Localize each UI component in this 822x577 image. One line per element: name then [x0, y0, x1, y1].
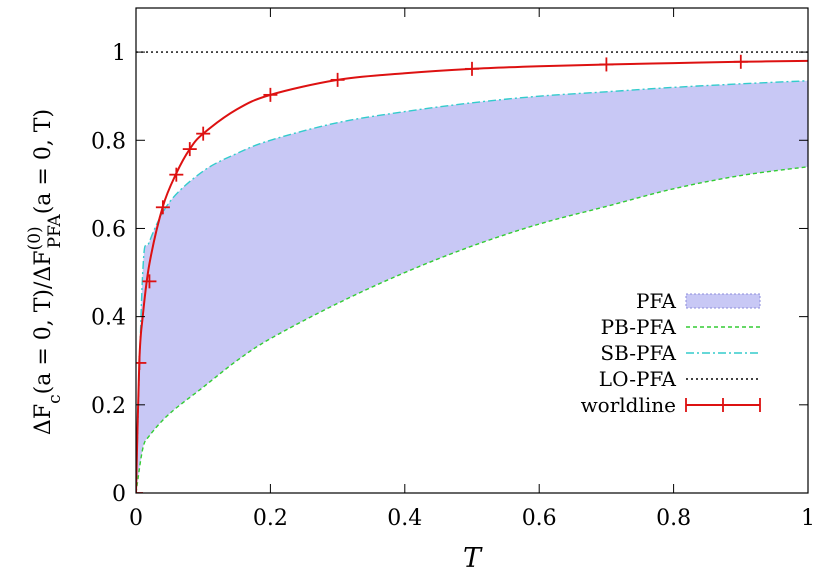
- series-worldline-point: [465, 61, 479, 76]
- y-tick-label: 0: [112, 482, 126, 507]
- y-tick-label: 0.8: [91, 129, 126, 154]
- legend-item-lo-pfa: LO-PFA: [599, 367, 760, 391]
- x-tick-label: 0.2: [253, 506, 288, 531]
- series-worldline-point: [733, 54, 748, 69]
- series-sb-pfa-line: [136, 80, 808, 493]
- y-axis-label: ΔFc(a = 0, T)/ΔF(0)PFA(a = 0, T): [25, 109, 65, 435]
- series-worldline-point: [263, 87, 278, 102]
- legend-item-lo-pfa-label: LO-PFA: [599, 367, 677, 391]
- series-worldline-point: [182, 142, 197, 157]
- legend-item-pfa-swatch: [685, 293, 761, 309]
- series-worldline-point: [142, 274, 157, 289]
- legend-item-pfa-label: PFA: [636, 289, 677, 313]
- plot-area: [136, 51, 808, 493]
- legend-item-worldline: worldline: [581, 393, 761, 417]
- y-tick-label: 0.6: [91, 217, 126, 242]
- legend-item-pb-pfa-label: PB-PFA: [601, 315, 677, 339]
- series-pb-pfa-line: [136, 166, 808, 493]
- x-tick-label: 0.4: [387, 506, 422, 531]
- series-worldline-point: [196, 126, 211, 141]
- legend-item-worldline-label: worldline: [581, 393, 676, 417]
- x-axis-label: T: [463, 543, 483, 574]
- series-worldline-point: [330, 72, 345, 87]
- y-tick-label: 0.2: [91, 394, 126, 419]
- legend-item-pfa: PFA: [636, 289, 761, 313]
- axes: 0 0.2 0.4 0.6 0.8 1 0 0.2 0.4 0.6 0.8 1: [91, 7, 815, 531]
- plot-frame: [135, 7, 809, 494]
- series-worldline-point: [136, 355, 147, 370]
- x-tick-label: 0: [129, 506, 143, 531]
- series-worldline-point: [169, 167, 184, 182]
- legend-item-sb-pfa: SB-PFA: [600, 341, 760, 365]
- y-tick-label: 1: [112, 41, 126, 66]
- series-pfa-band: [136, 80, 808, 493]
- y-tick-label: 0.4: [91, 306, 126, 331]
- series-worldline-point: [599, 57, 614, 72]
- legend-item-sb-pfa-label: SB-PFA: [600, 341, 676, 365]
- legend-item-pb-pfa: PB-PFA: [601, 315, 760, 339]
- x-tick-label: 0.6: [522, 506, 557, 531]
- plot-content: [136, 51, 808, 493]
- x-tick-label: 1: [801, 506, 815, 531]
- x-tick-label: 0.8: [656, 506, 691, 531]
- series-worldline-point: [155, 200, 170, 215]
